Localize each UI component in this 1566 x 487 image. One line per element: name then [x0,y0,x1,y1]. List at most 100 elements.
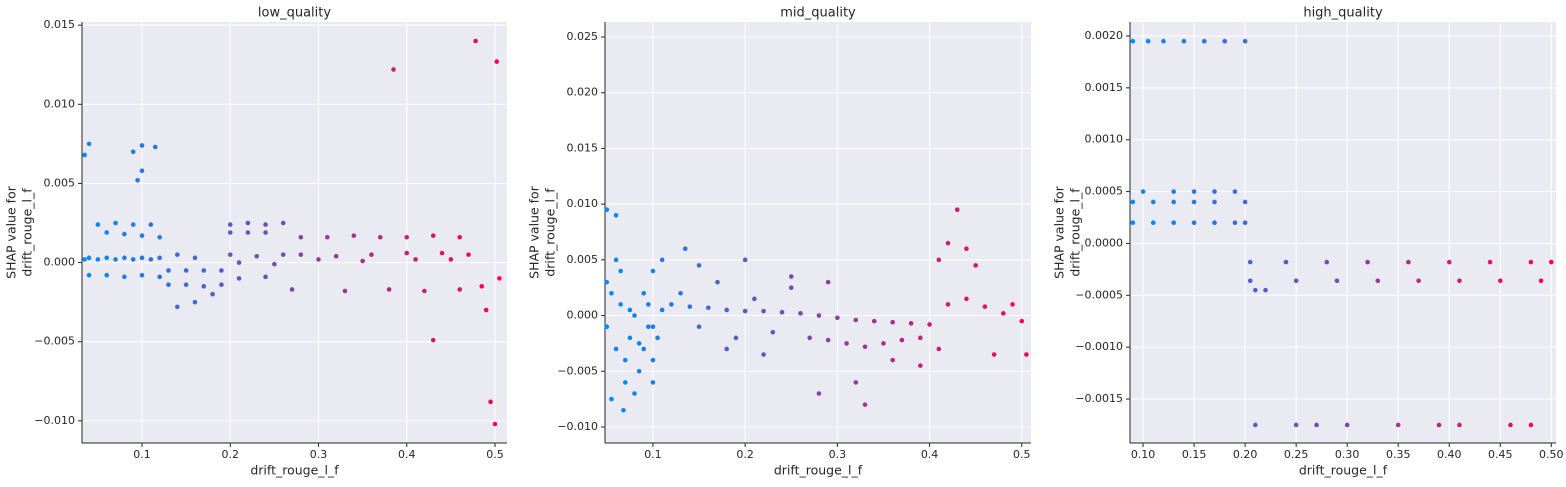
y-tick-label: 0.005 [44,176,76,189]
point [1181,38,1187,44]
point [862,402,868,407]
point [104,230,110,235]
y-tick-label: 0.0010 [1085,133,1124,146]
point [816,313,822,318]
y-axis-label: SHAP value for [4,185,19,279]
x-tick-label: 0.15 [1182,448,1207,461]
point [1283,259,1289,265]
point [139,255,145,261]
point [139,168,145,174]
point [954,207,960,213]
point [157,274,162,280]
point [618,268,623,274]
x-tick-label: 0.4 [398,448,416,461]
x-tick-label: 0.4 [921,448,939,461]
point [236,276,242,281]
point [964,246,969,252]
y-axis-label: drift_rouge_l_f [543,188,558,277]
point [825,279,831,285]
x-tick-label: 0.5 [486,448,504,461]
x-tick-label: 0.35 [1386,448,1411,461]
y-axis-label: SHAP value for [1052,185,1067,279]
point [430,337,436,343]
point [439,250,445,256]
x-tick-label: 0.2 [222,448,240,461]
point [104,272,110,278]
point [788,274,794,279]
y-tick-label: 0.010 [44,97,76,110]
point [609,290,614,296]
point [742,308,748,314]
point [316,257,321,262]
point [148,257,154,262]
point [1457,422,1462,428]
point [622,380,628,385]
x-tick-label: 0.45 [1488,448,1513,461]
point [1201,38,1207,44]
point [618,302,623,307]
point [604,324,610,329]
point [497,276,502,281]
point [1314,422,1319,428]
point [1212,189,1217,194]
point [788,285,794,291]
point [1293,278,1299,284]
point [122,274,127,280]
x-tick-label: 0.1 [644,448,662,461]
point [936,257,942,263]
y-tick-label: 0.020 [567,86,599,99]
point [227,222,233,227]
point [254,253,260,259]
point [715,279,720,285]
point [1191,189,1197,194]
point [853,317,859,323]
point [659,307,665,313]
plot-background [82,22,507,443]
point [733,335,739,341]
point [825,337,831,343]
x-axis-label: drift_rouge_l_f [774,463,863,478]
point [1538,278,1544,284]
point [1191,199,1197,205]
point [183,282,189,288]
point [342,288,348,294]
point [457,234,462,240]
point [86,255,92,261]
point [130,149,136,155]
x-tick-label: 0.3 [829,448,847,461]
point [621,407,626,413]
point [1242,220,1248,225]
point [245,230,251,235]
point [386,287,392,292]
plot-background [605,22,1031,443]
point [183,268,189,273]
point [613,346,619,352]
point [927,322,932,327]
point [1024,352,1029,357]
point [404,250,410,256]
point [263,274,268,280]
point [122,231,127,237]
x-tick-label: 0.3 [310,448,328,461]
point [1446,259,1452,265]
point [227,230,233,235]
point [1222,38,1228,44]
point [945,302,951,307]
point [104,255,110,261]
point [646,324,651,329]
point [1253,422,1258,428]
point [1549,259,1554,265]
point [377,234,383,240]
point [816,391,822,396]
x-tick-label: 0.30 [1335,448,1360,461]
point [483,307,489,313]
point [807,335,813,341]
point [1497,278,1503,284]
point [201,284,207,289]
point [742,257,748,263]
point [696,324,702,329]
point [192,299,198,305]
point [650,268,656,274]
point [1395,422,1401,428]
point [1436,422,1442,428]
